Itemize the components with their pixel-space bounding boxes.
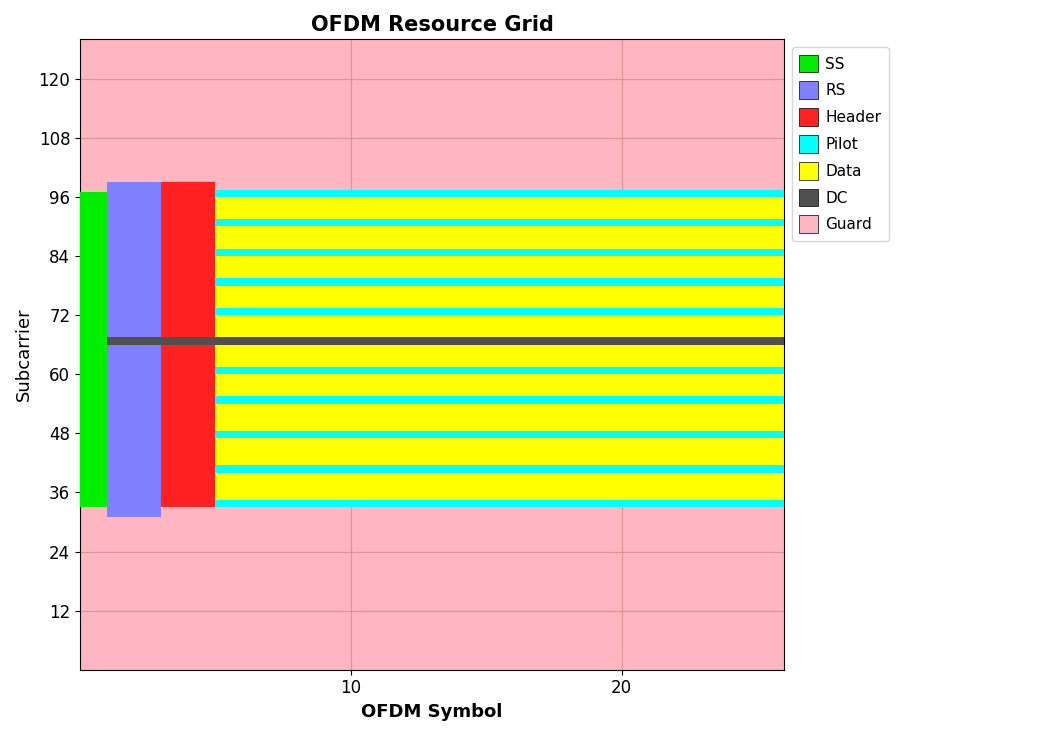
Bar [215,500,784,507]
Bar [80,192,107,507]
Legend: SS, RS, Header, Pilot, Data, DC, Guard: SS, RS, Header, Pilot, Data, DC, Guard [792,47,889,241]
Bar [107,337,215,344]
Bar [215,337,784,344]
Bar [215,308,784,315]
Bar [215,431,784,438]
Bar [107,337,161,344]
Bar [107,182,161,517]
Bar [215,465,784,473]
Y-axis label: Subcarrier: Subcarrier [15,308,33,401]
Bar [215,219,784,227]
Bar [215,278,784,286]
Bar [215,192,784,507]
Bar [161,182,215,507]
Bar [161,337,215,344]
Title: OFDM Resource Grid: OFDM Resource Grid [311,15,554,35]
Bar [215,397,784,404]
Bar [215,190,784,197]
Bar [215,367,784,374]
Bar [215,249,784,256]
X-axis label: OFDM Symbol: OFDM Symbol [362,703,503,721]
